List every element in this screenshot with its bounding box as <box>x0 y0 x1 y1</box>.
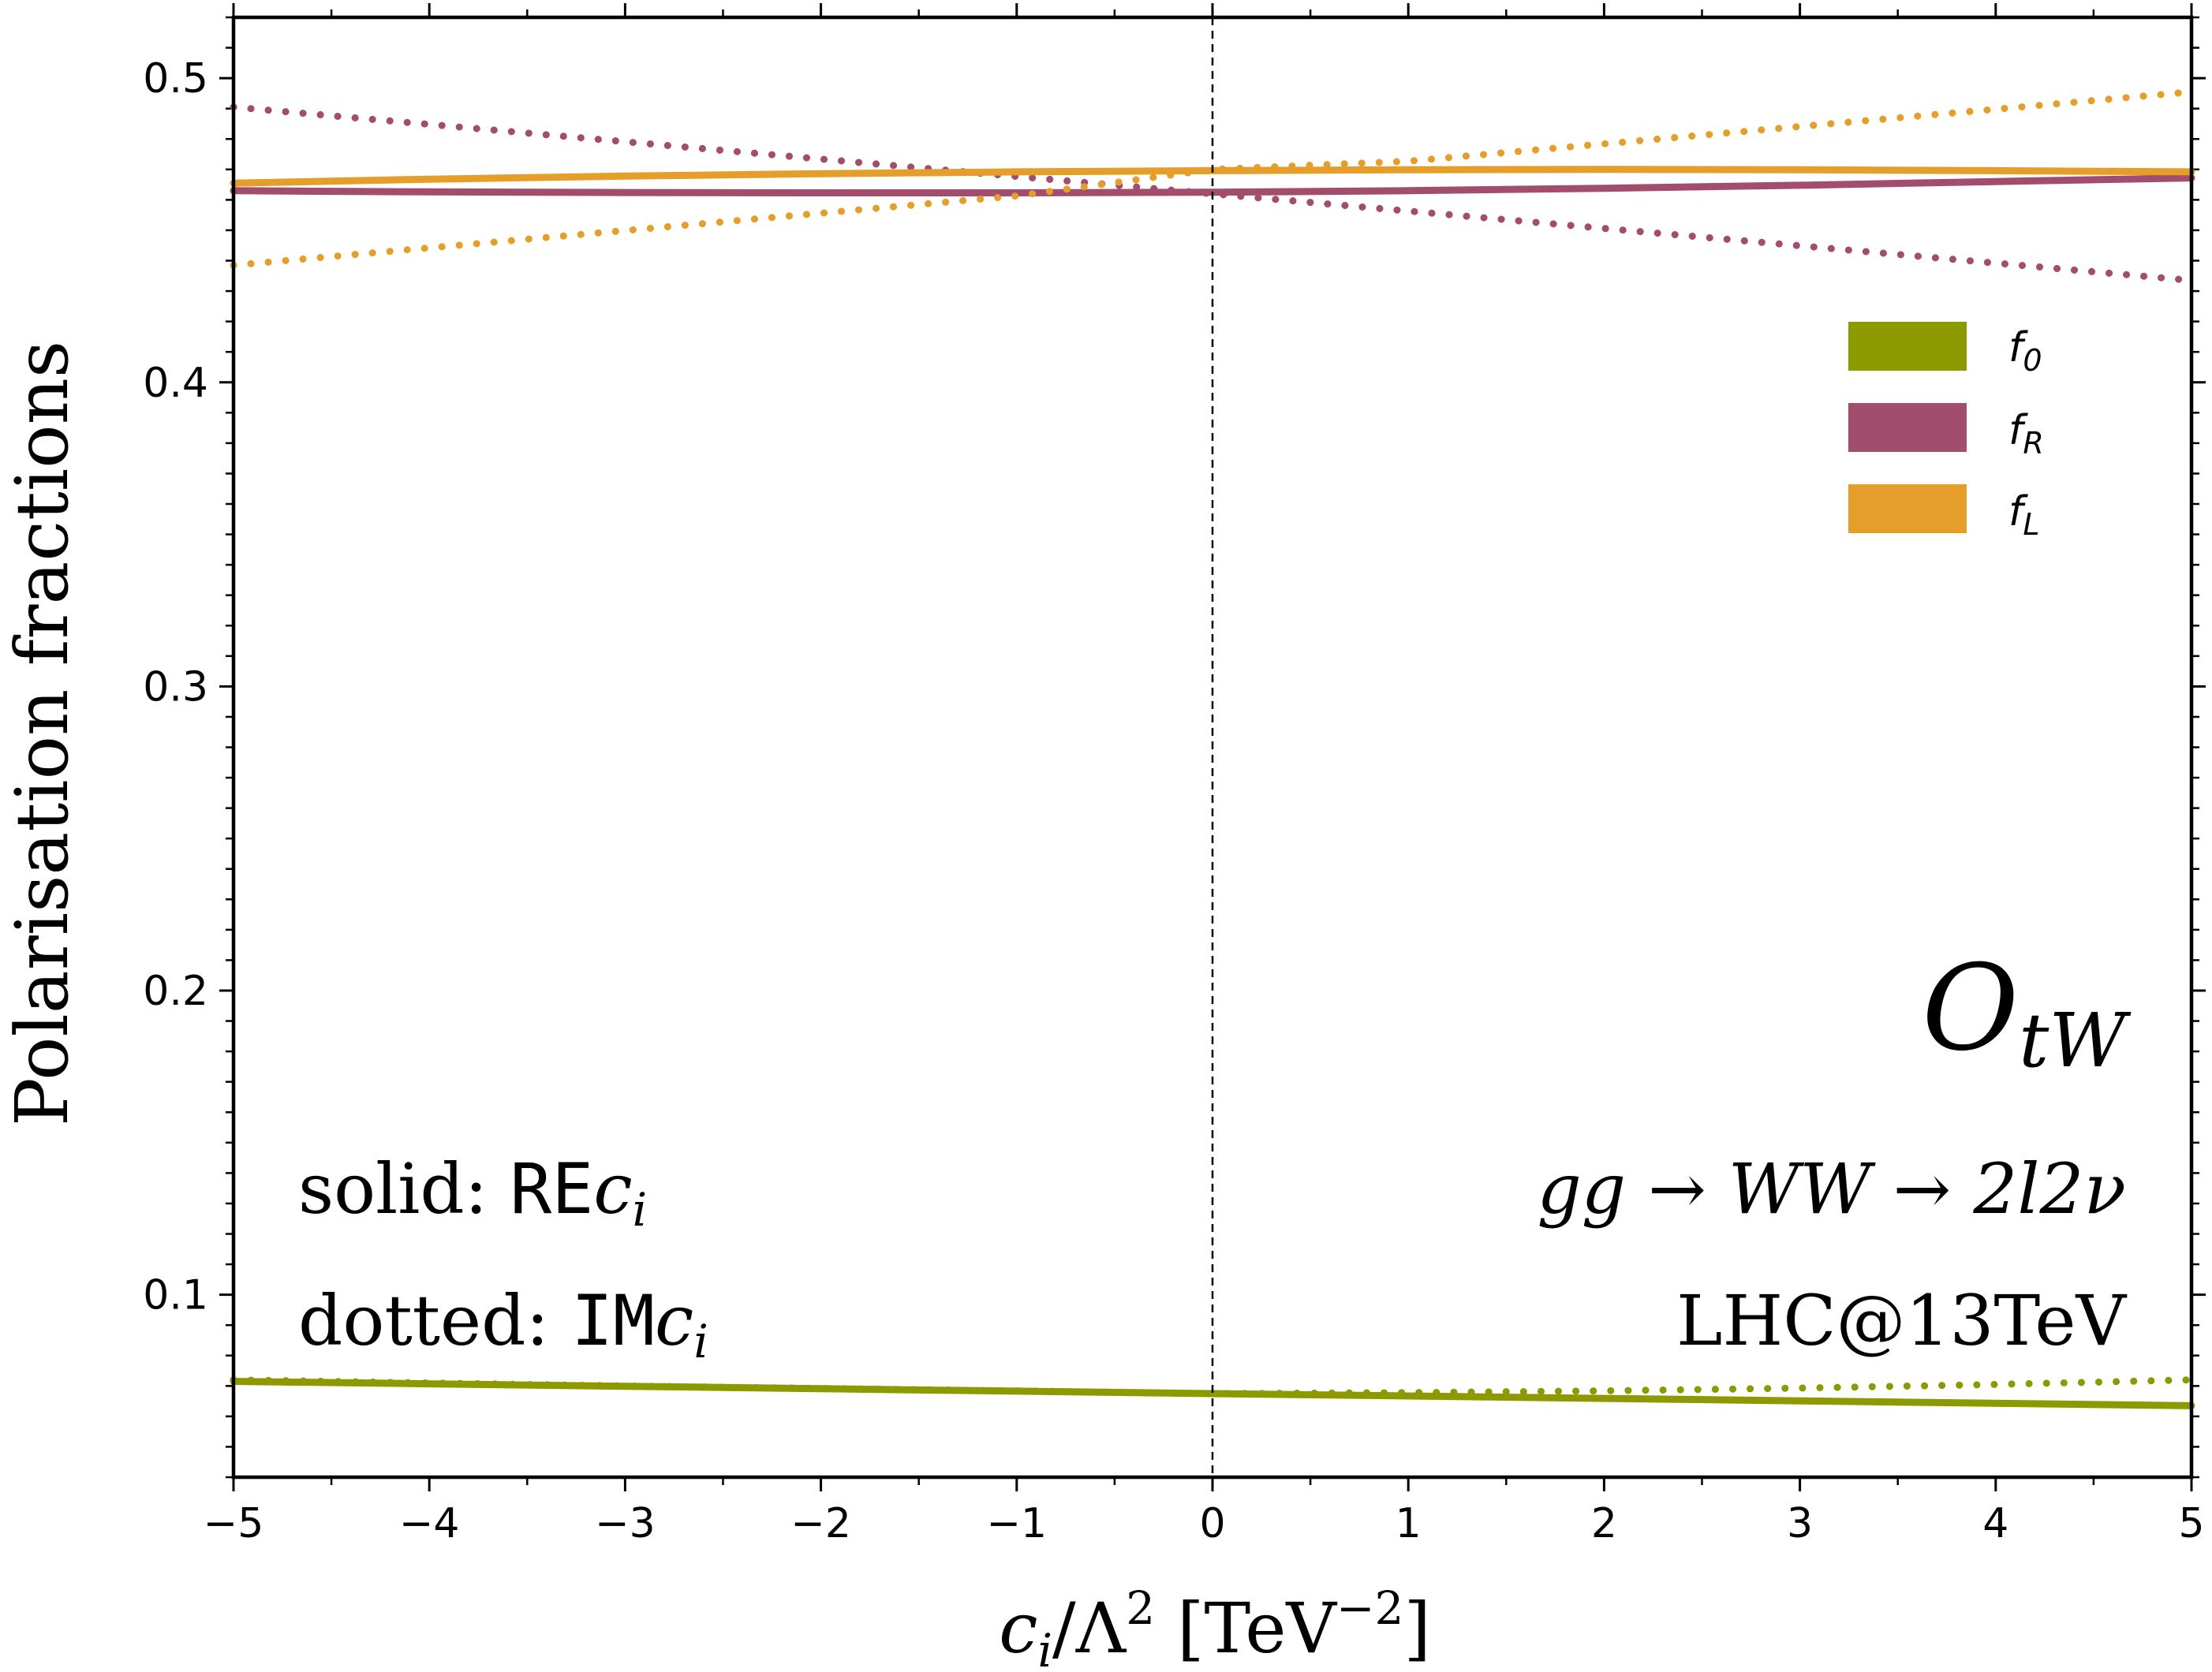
series-line-fR-dotted <box>230 103 2195 285</box>
series-line-fL-dotted <box>230 88 2195 269</box>
process-annotation: gg → WW → 2l2ν <box>1537 1148 2126 1230</box>
legend-swatch-fR <box>1848 403 1967 452</box>
x-label-close: ] <box>1403 1588 1430 1669</box>
x-label-sup1: 2 <box>1126 1581 1155 1635</box>
y-tick-label: 0.2 <box>143 968 208 1015</box>
dotted-annotation: dotted: IMci <box>298 1280 708 1368</box>
x-tick-label: −1 <box>986 1500 1047 1547</box>
x-label-unit: [TeV <box>1155 1588 1337 1669</box>
y-tick-label: 0.4 <box>143 360 208 407</box>
x-tick-label: −5 <box>204 1500 264 1547</box>
x-tick-label: 2 <box>1591 1500 1617 1547</box>
y-tick-label: 0.1 <box>143 1272 208 1319</box>
legend-swatch-fL <box>1848 484 1967 533</box>
x-label-mid: /Λ <box>1052 1588 1127 1669</box>
x-tick-label: 1 <box>1396 1500 1422 1547</box>
x-tick-label: 3 <box>1787 1500 1813 1547</box>
y-axis-label: Polarisation fractions <box>0 341 84 1126</box>
y-tick-label: 0.5 <box>143 55 208 103</box>
y-tick-label: 0.3 <box>143 663 208 711</box>
x-label-var: c <box>999 1588 1037 1669</box>
legend: f0 fR fL <box>1848 322 2044 542</box>
series-line-f0-dotted <box>230 1376 2195 1398</box>
x-tick-label: 4 <box>1982 1500 2008 1547</box>
collider-annotation: LHC@13TeV <box>1676 1280 2127 1361</box>
legend-swatch-f0 <box>1848 322 1967 371</box>
x-axis-label: ci/Λ2 [TeV−2] <box>999 1581 1431 1672</box>
solid-annotation: solid: REci <box>298 1148 647 1237</box>
x-tick-labels: −5 −4 −3 −2 −1 0 1 2 3 4 5 <box>204 1500 2205 1547</box>
x-label-sup2: −2 <box>1336 1581 1404 1635</box>
plot-frame <box>231 15 2194 1480</box>
series-layer <box>230 88 2195 1409</box>
x-tick-label: 0 <box>1199 1500 1225 1547</box>
x-tick-label: −2 <box>790 1500 851 1547</box>
x-tick-label: 5 <box>2178 1500 2204 1547</box>
x-tick-label: −3 <box>595 1500 656 1547</box>
major-ticks <box>219 3 2206 1491</box>
operator-annotation: OtW <box>1922 940 2132 1084</box>
x-label-sub: i <box>1037 1624 1052 1672</box>
x-tick-label: −4 <box>399 1500 460 1547</box>
y-tick-labels: 0.1 0.2 0.3 0.4 0.5 <box>143 55 208 1319</box>
